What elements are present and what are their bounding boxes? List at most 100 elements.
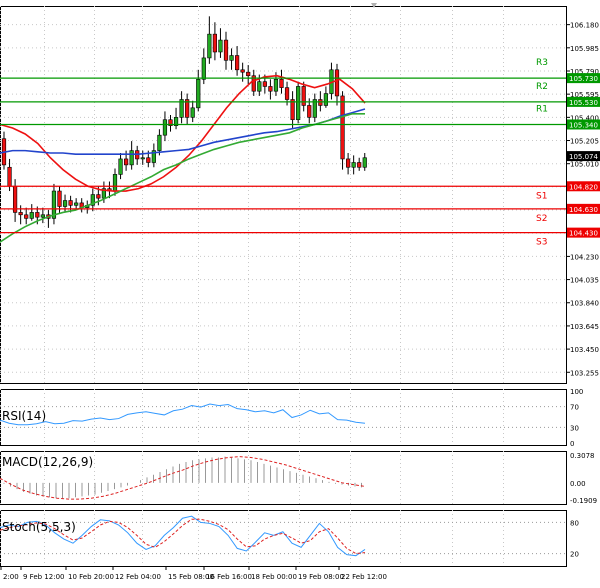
candle-body <box>7 166 12 187</box>
candle-body <box>35 212 40 218</box>
candle <box>157 129 162 156</box>
y-tick-label: 105.790 <box>570 68 599 76</box>
x-tick-label: 9 Feb 12:00 <box>23 573 64 581</box>
rsi-panel <box>0 389 567 446</box>
pivot-level-r3: R3 105.730 <box>0 58 600 84</box>
candle-body <box>168 119 173 126</box>
candle-body <box>129 150 134 166</box>
x-tick-label: 12 Feb 04:00 <box>115 573 161 581</box>
candle-body <box>323 93 329 106</box>
candle <box>268 79 273 100</box>
candle-body <box>196 79 201 109</box>
ma-blue-line <box>0 108 366 155</box>
candle <box>68 195 73 213</box>
rsi-tick-label: 70 <box>570 404 579 412</box>
candle-body <box>40 214 45 218</box>
candle <box>334 63 340 106</box>
price-tag <box>567 227 600 238</box>
candle <box>229 48 234 70</box>
candle-body <box>173 117 179 126</box>
rsi-tick-label: 0 <box>570 440 574 448</box>
y-tick-label: 105.010 <box>570 161 599 169</box>
y-tick-label: 106.180 <box>570 22 599 30</box>
pivot-name: R2 <box>536 82 548 92</box>
pivot-level-s3: S3 104.430 <box>0 227 600 248</box>
candle-body <box>290 99 295 121</box>
macd-signal-line <box>0 456 366 500</box>
candle-body <box>68 200 73 206</box>
candle-body <box>112 174 118 192</box>
candle-body <box>62 200 68 207</box>
price-tag-text: 104.430 <box>569 230 598 238</box>
x-tick-label: 15 Feb 08:00 <box>168 573 214 581</box>
candle <box>340 91 345 170</box>
ma-green-line <box>0 112 365 243</box>
stoch-panel <box>0 510 567 567</box>
candle <box>223 31 229 70</box>
candle <box>173 107 179 130</box>
candle-body <box>307 105 312 118</box>
price-tag <box>567 181 600 192</box>
candle-body <box>240 69 245 73</box>
candle-body <box>201 57 206 80</box>
candle-body <box>296 86 301 121</box>
candle-body <box>301 86 306 106</box>
stoch-tick-label: 20 <box>570 551 579 559</box>
candle <box>162 111 168 142</box>
candle-body <box>157 134 162 151</box>
candle-body <box>218 39 223 53</box>
pivot-name: R1 <box>536 104 548 114</box>
stoch-signal-line <box>0 518 366 555</box>
candle-body <box>179 99 184 118</box>
candle <box>24 207 29 225</box>
x-tick-label: 18 Feb 00:00 <box>251 573 297 581</box>
pivot-level-s1: S1 104.820 <box>0 181 600 201</box>
candle-body <box>257 81 262 92</box>
candle <box>51 183 57 225</box>
pivot-name: R3 <box>536 58 548 68</box>
candle-body <box>357 162 362 168</box>
candle <box>235 46 240 76</box>
candle-body <box>312 99 317 118</box>
candle-body <box>279 79 284 88</box>
candle <box>301 81 306 112</box>
candle <box>151 143 156 168</box>
candle <box>29 204 34 221</box>
y-tick-label: 105.595 <box>570 91 599 99</box>
candle <box>357 157 362 171</box>
candle-body <box>140 157 145 160</box>
candle <box>212 22 218 61</box>
candle <box>323 86 329 108</box>
candle <box>168 114 173 132</box>
candle-body <box>74 202 79 206</box>
candle-body <box>229 55 234 61</box>
candle-body <box>284 87 290 100</box>
macd-tick-label: 0.00 <box>570 480 586 488</box>
x-tick-label: 19 Feb 08:00 <box>298 573 344 581</box>
price-tag-text: 105.530 <box>569 99 598 107</box>
candle-body <box>235 55 240 71</box>
price-tag-text: 104.820 <box>569 183 598 191</box>
candle-body <box>18 212 23 216</box>
candle-body <box>190 107 195 118</box>
candle-body <box>24 214 29 219</box>
candle <box>218 28 223 58</box>
y-tick-label: 104.035 <box>570 277 599 285</box>
candle <box>179 91 184 124</box>
candle <box>40 207 45 224</box>
stoch-label: Stoch(5,5,3) <box>2 520 76 534</box>
candle <box>196 69 201 112</box>
candle-body <box>207 33 212 59</box>
current-price-tag <box>567 151 600 162</box>
candle-body <box>223 39 229 61</box>
candle <box>279 69 284 94</box>
candle <box>246 65 251 85</box>
price-tag <box>567 73 600 84</box>
stoch-main-line <box>0 515 366 557</box>
price-tag-text: 104.630 <box>569 206 598 214</box>
candle-body <box>212 33 218 53</box>
candle <box>312 93 317 123</box>
candle <box>185 93 190 125</box>
y-tick-label: 105.985 <box>570 45 599 53</box>
